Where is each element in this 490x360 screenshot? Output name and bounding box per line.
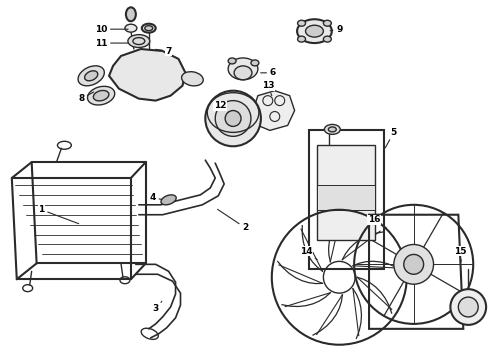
- Ellipse shape: [297, 20, 306, 26]
- Circle shape: [225, 111, 241, 126]
- Ellipse shape: [145, 26, 153, 31]
- Ellipse shape: [323, 20, 331, 26]
- Text: 10: 10: [95, 25, 128, 34]
- Circle shape: [205, 91, 261, 146]
- Text: 8: 8: [78, 92, 94, 103]
- Ellipse shape: [297, 36, 306, 42]
- Text: 2: 2: [218, 209, 248, 232]
- Text: 7: 7: [155, 46, 172, 55]
- Ellipse shape: [78, 66, 104, 86]
- Text: 11: 11: [95, 39, 128, 48]
- Ellipse shape: [182, 72, 203, 86]
- Text: 6: 6: [261, 68, 276, 77]
- Text: 3: 3: [152, 301, 162, 314]
- Text: 4: 4: [149, 193, 162, 202]
- Ellipse shape: [251, 60, 259, 66]
- Ellipse shape: [85, 71, 98, 81]
- Ellipse shape: [88, 86, 115, 105]
- Text: 16: 16: [368, 215, 387, 228]
- Ellipse shape: [142, 24, 156, 33]
- Polygon shape: [109, 49, 185, 100]
- Bar: [310, 130, 384, 269]
- Text: 13: 13: [262, 81, 274, 96]
- Polygon shape: [253, 91, 294, 130]
- Circle shape: [450, 289, 486, 325]
- Ellipse shape: [93, 90, 109, 101]
- Ellipse shape: [125, 24, 137, 32]
- Circle shape: [215, 100, 251, 136]
- Bar: [318, 145, 375, 239]
- Ellipse shape: [323, 36, 331, 42]
- Ellipse shape: [126, 7, 136, 21]
- Ellipse shape: [161, 195, 176, 205]
- Ellipse shape: [234, 66, 252, 80]
- Ellipse shape: [324, 125, 340, 134]
- Circle shape: [404, 255, 424, 274]
- Text: 5: 5: [385, 128, 397, 148]
- Ellipse shape: [297, 19, 332, 43]
- Text: 9: 9: [330, 25, 343, 34]
- Circle shape: [394, 244, 434, 284]
- Ellipse shape: [228, 58, 258, 80]
- Text: 15: 15: [454, 247, 466, 262]
- Text: 12: 12: [214, 101, 228, 113]
- Ellipse shape: [328, 127, 336, 132]
- Text: 1: 1: [38, 205, 79, 224]
- Bar: [318, 185, 375, 210]
- Text: 14: 14: [300, 247, 317, 260]
- Ellipse shape: [228, 58, 236, 64]
- Ellipse shape: [128, 35, 150, 48]
- Circle shape: [458, 297, 478, 317]
- Ellipse shape: [306, 25, 323, 37]
